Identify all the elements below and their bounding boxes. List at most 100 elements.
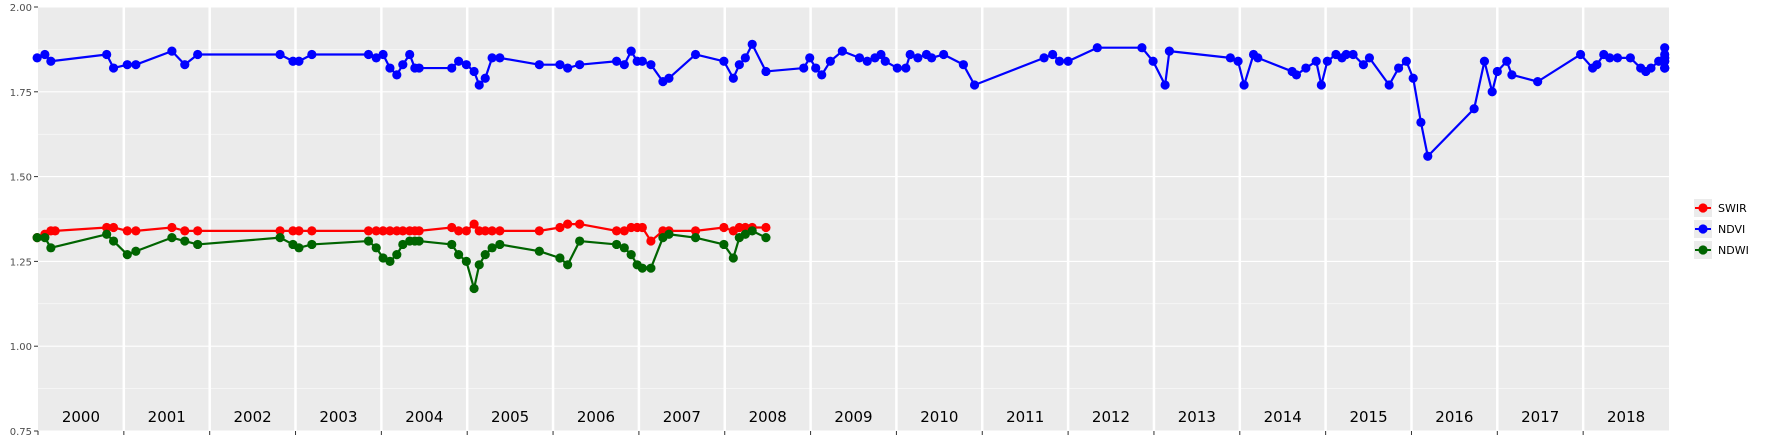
data-point-ndwi (761, 233, 771, 243)
year-label: 2002 (234, 408, 272, 426)
data-point-ndvi (837, 46, 847, 56)
data-point-ndvi (747, 39, 757, 49)
data-point-ndvi (180, 60, 190, 70)
data-point-ndwi (447, 239, 457, 250)
data-point-ndvi (1575, 49, 1586, 60)
data-point-swir (193, 226, 203, 236)
data-point-ndvi (307, 49, 317, 60)
data-point-ndvi (880, 56, 890, 66)
year-label: 2001 (148, 408, 186, 426)
data-point-ndvi (1063, 56, 1073, 66)
data-point-ndvi (1507, 70, 1517, 80)
data-point-ndvi (108, 63, 119, 73)
data-point-ndwi (307, 239, 317, 250)
year-label: 2000 (62, 408, 100, 426)
y-tick-label: 2.00 (10, 3, 32, 14)
data-point-ndvi (275, 49, 285, 60)
year-label: 2018 (1607, 408, 1645, 426)
data-point-swir (534, 226, 544, 236)
data-point-swir (740, 222, 750, 233)
data-point-ndwi (534, 246, 544, 256)
data-point-ndwi (275, 233, 285, 243)
data-point-ndvi (122, 60, 132, 70)
data-point-ndvi (892, 63, 902, 73)
series-ndvi (32, 39, 1670, 161)
data-point-ndwi (469, 283, 479, 294)
data-point-ndvi (805, 53, 815, 63)
data-point-ndvi (1160, 80, 1170, 90)
data-point-ndvi (626, 46, 636, 56)
data-point-ndwi (626, 250, 636, 260)
data-point-ndvi (719, 56, 729, 66)
data-point-ndvi (1612, 53, 1623, 63)
data-point-ndvi (534, 60, 544, 70)
data-point-swir (378, 226, 388, 236)
year-label: 2007 (663, 408, 701, 426)
data-point-ndvi (167, 46, 177, 56)
data-point-ndvi (454, 56, 464, 66)
data-point-ndvi (1401, 56, 1411, 66)
series-ndwi (32, 226, 771, 294)
data-point-ndwi (193, 239, 203, 250)
data-point-ndvi (555, 60, 565, 70)
data-point-ndvi (363, 49, 374, 60)
data-point-ndvi (969, 80, 980, 90)
data-point-ndvi (619, 60, 629, 70)
data-point-swir (102, 222, 112, 233)
data-point-ndvi (474, 80, 484, 90)
data-point-ndvi (575, 60, 585, 70)
data-point-swir (307, 226, 317, 236)
year-label: 2016 (1435, 408, 1473, 426)
data-point-swir (611, 226, 622, 236)
data-point-swir (371, 226, 381, 236)
data-point-ndvi (1660, 49, 1670, 60)
y-tick-label: 1.25 (10, 257, 32, 268)
data-point-ndvi (1487, 87, 1497, 97)
data-point-ndvi (102, 49, 112, 60)
data-point-ndvi (392, 70, 402, 80)
data-point-ndwi (378, 253, 388, 263)
data-point-ndwi (371, 243, 381, 253)
data-point-ndvi (854, 53, 865, 63)
data-point-ndvi (1316, 80, 1326, 90)
data-point-ndvi (1358, 60, 1369, 70)
data-point-ndvi (637, 56, 647, 66)
data-point-swir (131, 226, 141, 236)
data-point-ndwi (611, 239, 622, 250)
data-point-ndvi (1233, 56, 1243, 66)
data-point-ndvi (1092, 43, 1102, 53)
data-point-ndvi (1492, 66, 1502, 77)
data-point-ndvi (1592, 60, 1602, 70)
data-point-ndwi (461, 256, 471, 266)
data-point-swir (555, 222, 565, 233)
legend-label-ndwi: NDWI (1718, 244, 1749, 257)
data-point-ndvi (487, 53, 497, 63)
data-point-swir (495, 226, 505, 236)
data-point-ndwi (122, 250, 132, 260)
data-point-ndvi (913, 53, 923, 63)
legend-label-swir: SWIR (1718, 202, 1747, 215)
data-point-swir (646, 236, 656, 246)
data-point-swir (480, 226, 490, 236)
data-point-swir (563, 219, 573, 229)
data-point-swir (447, 222, 457, 233)
data-point-ndvi (1408, 73, 1418, 83)
data-point-ndwi (363, 236, 374, 246)
data-point-ndvi (46, 56, 56, 66)
legend-key-point (1698, 203, 1708, 213)
data-point-swir (637, 222, 647, 233)
data-point-ndvi (876, 49, 886, 60)
data-point-ndvi (1341, 49, 1351, 60)
y-tick-label: 1.00 (10, 342, 32, 353)
data-point-swir (385, 226, 395, 236)
data-point-ndvi (862, 56, 872, 66)
data-point-ndvi (378, 49, 388, 60)
data-point-ndvi (1533, 77, 1543, 87)
data-point-ndvi (1479, 56, 1490, 66)
legend-key-point (1698, 224, 1708, 234)
data-point-ndvi (1048, 49, 1058, 60)
data-point-swir (719, 222, 729, 233)
legend-label-ndvi: NDVI (1718, 223, 1745, 236)
data-point-ndvi (1423, 151, 1433, 161)
data-point-ndvi (740, 53, 750, 63)
